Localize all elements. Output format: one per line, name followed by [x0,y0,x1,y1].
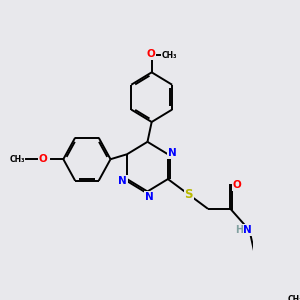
Text: S: S [184,188,193,201]
Text: CH₃: CH₃ [9,155,25,164]
Text: CH₃: CH₃ [288,296,300,300]
Text: CH₃: CH₃ [162,51,177,60]
Text: O: O [233,180,242,190]
Text: N: N [168,148,176,158]
Text: N: N [118,176,127,186]
Text: O: O [146,49,155,59]
Text: N: N [145,192,154,202]
Text: O: O [39,154,47,164]
Text: H: H [235,225,243,235]
Text: N: N [243,225,252,235]
